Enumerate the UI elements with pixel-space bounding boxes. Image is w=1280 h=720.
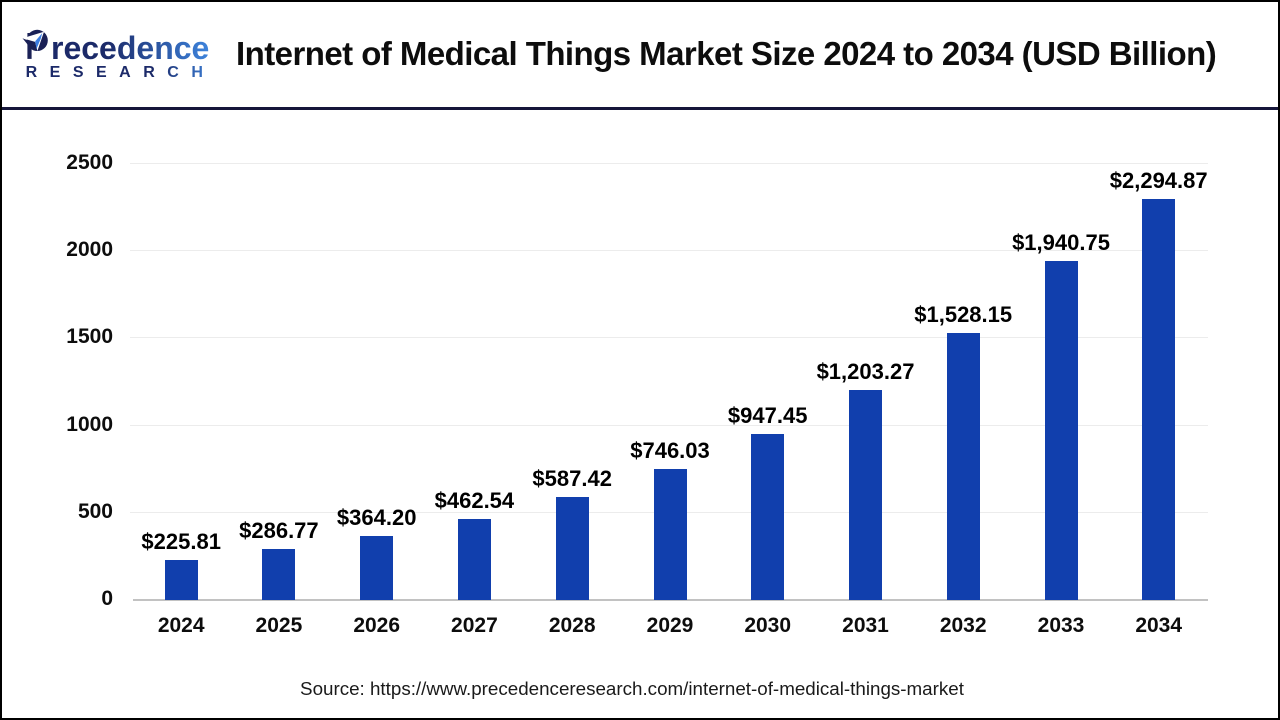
svg-text:RESEARCH: RESEARCH — [26, 64, 216, 81]
svg-text:recedence: recedence — [51, 30, 209, 66]
